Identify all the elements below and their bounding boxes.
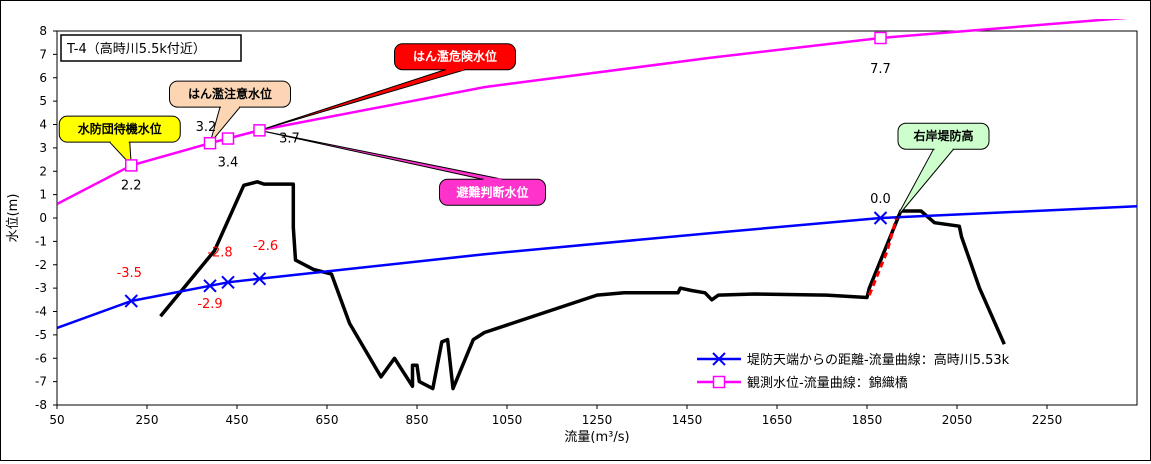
callout-pointer [895, 148, 955, 219]
series-0-marker [203, 279, 217, 293]
y-axis-label: 水位(m) [6, 194, 21, 243]
series-1-marker [125, 159, 138, 172]
y-tick-label: -3 [35, 281, 47, 295]
y-tick-label: 5 [39, 94, 47, 108]
x-axis-label: 流量(m³/s) [564, 430, 629, 445]
legend-swatch-marker [712, 352, 726, 366]
x-tick-label: 1450 [672, 413, 703, 427]
x-tick-label: 650 [316, 413, 339, 427]
y-tick-label: 6 [39, 71, 47, 85]
y-tick-label: -5 [35, 328, 47, 342]
y-tick-label: -1 [35, 234, 47, 248]
y-tick-label: 4 [39, 118, 47, 132]
x-tick-label: 1050 [492, 413, 523, 427]
x-tick-label: 2050 [942, 413, 973, 427]
dashed-bank-segment [867, 217, 898, 296]
legend-box [689, 347, 1129, 397]
callout-text: はん濫危険水位 [413, 49, 497, 64]
series-1-data-label: 7.7 [870, 62, 891, 77]
x-tick-label: 1850 [852, 413, 883, 427]
series-1-marker [203, 136, 217, 150]
series-0-marker [221, 275, 235, 289]
series-0-marker [873, 211, 888, 225]
series-0-data-label: -2.9 [197, 297, 222, 312]
callout-3: 避難判断水位 [259, 129, 546, 206]
y-tick-label: 7 [39, 47, 47, 61]
series-0-data-label: -2.6 [253, 239, 278, 254]
callout-1: はん濫注意水位 [169, 80, 291, 144]
series-1-data-label: 3.7 [279, 131, 300, 146]
series-0-marker [124, 294, 138, 308]
y-tick-label: -2 [35, 258, 47, 272]
inset-label: T-4（高時川5.5k付近） [60, 34, 242, 62]
y-tick-label: 1 [39, 188, 47, 202]
x-tick-label: 250 [136, 413, 159, 427]
plot-layer [57, 19, 1137, 391]
series-0-data-label: -3.5 [117, 266, 142, 281]
x-tick-label: 2250 [1032, 413, 1063, 427]
x-tick-label: 1650 [762, 413, 793, 427]
inset-label-text: T-4（高時川5.5k付近） [66, 41, 206, 57]
y-tick-label: 3 [39, 141, 47, 155]
callout-2: はん濫危険水位 [259, 43, 516, 131]
x-tick-label: 850 [406, 413, 429, 427]
inset-label-box [60, 34, 242, 62]
series-1-marker [253, 124, 266, 137]
callout-text: はん濫注意水位 [188, 86, 272, 101]
y-tick-label: 0 [39, 211, 47, 225]
y-tick-label: -8 [35, 398, 47, 412]
series-0-marker [252, 272, 267, 286]
legend-swatch-marker [712, 375, 726, 389]
legend-entry-label: 堤防天端からの距離-流量曲線：高時川5.53k [747, 352, 1010, 368]
x-tick-label: 50 [49, 413, 64, 427]
y-tick-label: 2 [39, 164, 47, 178]
y-tick-label: -4 [35, 305, 47, 319]
callout-0: 水防団待機水位 [58, 115, 181, 167]
series-1-data-label: 3.4 [218, 156, 239, 171]
series-1-marker [874, 31, 887, 45]
series-1-data-label: 2.2 [121, 178, 142, 193]
series-0-data-label: -2.8 [207, 245, 232, 260]
series-1-marker [221, 132, 235, 145]
callout-text: 水防団待機水位 [78, 121, 162, 136]
legend-entry-label: 観測水位-流量曲線：錦織橋 [747, 375, 908, 391]
y-tick-label: -6 [35, 351, 47, 365]
callout-4: 右岸堤防高 [895, 122, 990, 219]
series-1-data-label: 3.2 [196, 120, 217, 135]
x-tick-label: 1250 [582, 413, 613, 427]
callout-text: 右岸堤防高 [912, 128, 973, 143]
x-tick-label: 450 [226, 413, 249, 427]
y-tick-label: -7 [35, 375, 47, 389]
callout-text: 避難判断水位 [456, 184, 528, 199]
legend: 堤防天端からの距離-流量曲線：高時川5.53k 観測水位-流量曲線：錦織橋 [689, 347, 1129, 397]
series-0-data-label: 0.0 [870, 192, 891, 207]
y-tick-label: 8 [39, 24, 47, 38]
